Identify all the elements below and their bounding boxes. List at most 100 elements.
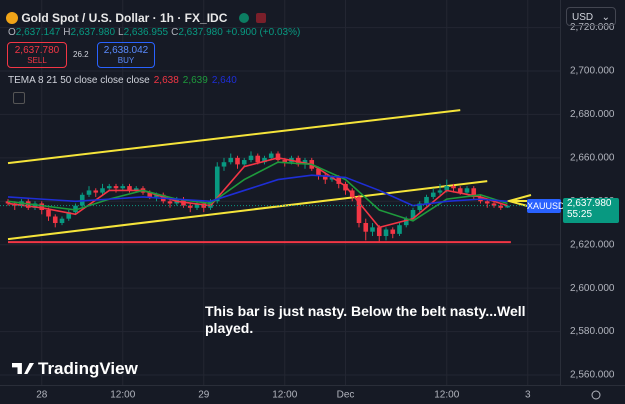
indicator-name: TEMA 8 21 50 close close close [8,75,150,86]
buy-price: 2,638.042 [103,45,149,56]
candle-body [127,186,132,191]
x-tick-label: 3 [525,390,531,401]
ohlc-key: H [63,27,71,38]
brand: TradingView [38,359,138,378]
candle-body [329,177,335,180]
indicator-line [7,161,508,222]
brand-logo: TradingView [12,359,138,379]
indicator-value: 2,639 [182,75,208,86]
annotation: This bar is just nasty. Below the belt n… [205,303,526,336]
y-tick-label: 2,700.000 [570,66,615,77]
candle-body [235,157,240,165]
candle-body [66,212,72,219]
candle-body [275,153,281,161]
sell-button[interactable]: 2,637.780 SELL [7,42,67,68]
candle-body [390,229,396,234]
x-tick-label: 12:00 [272,390,297,401]
candle-body [194,203,200,208]
candle-body [464,188,470,193]
y-tick-label: 2,620.000 [570,239,615,250]
symbol-label: XAUUSD [527,198,565,213]
candle-body [100,188,105,193]
y-tick-label: 2,580.000 [570,326,615,337]
currency: USD [572,12,594,23]
candle-body [262,157,267,163]
candle-body [248,155,254,161]
ohlc-value: 2,637.147 [15,27,61,38]
ohlc-key: C [171,27,179,38]
candle-body [491,203,497,206]
candle-body [5,201,11,204]
ohlc-value: 2,637.980 [178,27,223,38]
candle-body [221,162,227,167]
trend-line [7,109,461,165]
change: +0.900 (+0.03%) [225,27,301,38]
ohlc-legend: O2,637.147 H2,637.980 L2,636.955 C2,637.980… [8,27,300,38]
candle-body [302,160,308,165]
candle-body [383,229,389,237]
candle-body [403,218,409,226]
candle-body [241,160,247,165]
alert-icon [256,13,267,23]
settings-icon[interactable] [591,390,601,400]
y-tick-label: 2,600.000 [570,283,615,294]
countdown: 55:25 [567,208,593,220]
ohlc-value: 2,636.955 [123,27,169,38]
sell-price: 2,637.780 [14,45,60,56]
symbol: XAUUSD [527,200,565,211]
collapse-toggle[interactable] [13,92,25,104]
candle-body [187,205,193,208]
title: Gold Spot / U.S. Dollar · 1h · FX_IDC [21,11,228,25]
y-tick-label: 2,660.000 [570,153,615,164]
candle-body [457,188,463,193]
candle-body [113,186,119,189]
indicator-line [7,157,508,229]
candle-body [167,201,173,204]
candle-body [52,216,58,224]
candle-body [282,160,288,163]
y-tick-label: 2,720.000 [570,22,615,33]
candle-body [505,205,510,208]
candle-body [46,209,51,217]
candle-body [93,190,99,193]
currency-dropdown[interactable]: USD ⌄ [566,7,616,26]
indicator-value: 2,638 [153,75,179,86]
candle-body [59,218,65,224]
candle-body [370,227,375,232]
candle-body [32,203,38,208]
candle-body [444,186,450,191]
candle-body [498,205,504,208]
y-tick-label: 2,680.000 [570,109,615,120]
candle-body [430,192,436,197]
candle-body [376,227,382,237]
candle-body [133,188,139,191]
candle-body [363,223,369,232]
indicator-line [7,174,508,207]
spread: 26.2 [73,50,89,59]
candle-body [437,190,443,193]
candle-body [255,155,261,163]
candle-body [201,203,207,208]
candle-body [397,225,402,234]
candle-body [484,201,490,204]
ohlc-key: O [8,27,16,38]
candle-body [336,177,342,184]
candle-body [417,203,423,210]
status-icon [238,13,249,23]
candle-body [316,168,321,176]
candle-body [424,196,429,204]
x-tick-label: 28 [36,390,48,401]
candle-body [228,157,234,163]
x-tick-label: 29 [198,390,210,401]
buy-label: BUY [117,56,135,65]
buy-button[interactable]: 2,638.042 BUY [97,42,155,68]
last-price: 2,637.980 [567,197,612,209]
sell-label: SELL [27,56,47,65]
indicator-legend: TEMA 8 21 50 close close close 2,638 2,639… [8,75,237,86]
candle-body [214,166,220,202]
candle-body [451,186,456,189]
ohlc-key: L [118,27,124,38]
candle-body [154,194,159,197]
indicator-value: 2,640 [211,75,237,86]
